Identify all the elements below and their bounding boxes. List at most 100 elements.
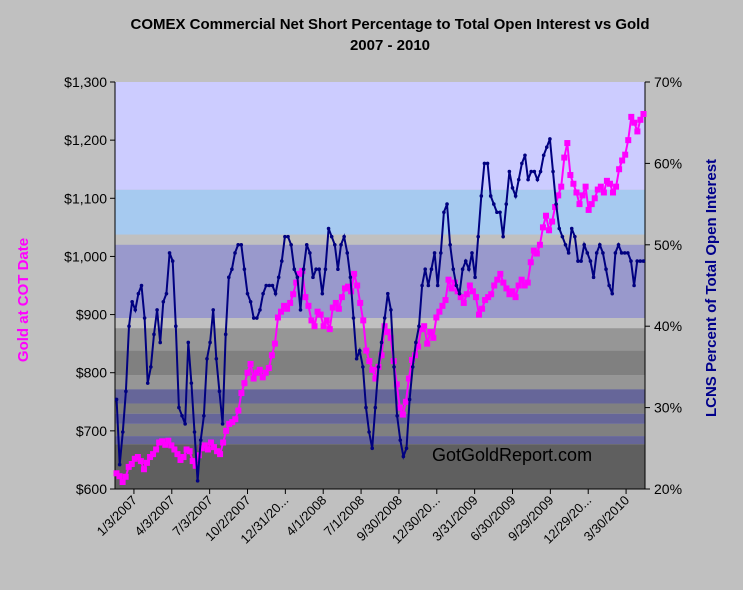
gold-price-point <box>500 279 507 286</box>
left-tick-label: $1,200 <box>64 132 107 148</box>
gold-price-point <box>546 227 553 234</box>
lcns-percent-point <box>283 234 287 239</box>
lcns-percent-point <box>164 291 169 296</box>
left-tick-label: $700 <box>76 423 107 439</box>
gold-price-point <box>235 407 242 414</box>
lcns-percent-point <box>404 446 409 451</box>
gold-price-point <box>165 437 172 444</box>
lcns-percent-point <box>392 365 396 369</box>
gold-price-point <box>610 189 617 196</box>
lcns-percent-point <box>345 251 350 255</box>
gold-price-point <box>585 206 592 213</box>
gold-price-point <box>226 420 233 427</box>
lcns-percent-point <box>133 308 138 312</box>
gold-price-point <box>159 438 166 445</box>
gold-price-point <box>469 288 476 295</box>
left-tick-label: $1,000 <box>64 248 107 264</box>
gold-price-point <box>220 439 227 446</box>
lcns-percent-point <box>457 291 462 296</box>
left-tick-label: $900 <box>76 307 107 323</box>
lcns-percent-point <box>467 267 471 272</box>
gold-price-point <box>451 279 458 286</box>
gold-price-point <box>189 458 196 465</box>
left-tick-label: $600 <box>76 481 107 497</box>
lcns-percent-point <box>301 267 306 272</box>
gold-price-point <box>317 311 324 318</box>
lcns-percent-point <box>619 251 624 255</box>
lcns-percent-point <box>557 226 562 231</box>
lcns-percent-point <box>124 389 128 394</box>
lcns-percent-point <box>292 267 297 272</box>
gold-price-point <box>424 340 431 347</box>
gold-price-point <box>427 329 434 336</box>
background-band <box>115 444 645 489</box>
lcns-percent-point <box>339 243 343 247</box>
lcns-percent-point <box>526 177 530 182</box>
gold-price-point <box>582 183 589 190</box>
gold-price-point <box>338 294 345 301</box>
gold-price-point <box>384 329 391 336</box>
gold-price-point <box>576 201 583 208</box>
lcns-percent-point <box>591 275 596 280</box>
lcns-percent-point <box>223 332 228 337</box>
lcns-percent-point <box>501 234 505 239</box>
lcns-percent-point <box>314 267 318 272</box>
gold-price-point <box>207 439 214 446</box>
gold-price-point <box>308 317 315 324</box>
lcns-percent-point <box>255 316 259 320</box>
gold-price-point <box>357 299 364 306</box>
lcns-percent-point <box>504 202 509 206</box>
gold-price-point <box>198 445 205 452</box>
gold-price-point <box>241 380 248 387</box>
lcns-percent-point <box>364 405 368 410</box>
lcns-percent-point <box>438 251 443 255</box>
gold-price-point <box>180 454 187 461</box>
lcns-percent-point <box>192 430 197 434</box>
gold-price-point <box>162 441 169 448</box>
lcns-percent-point <box>130 299 134 304</box>
left-tick-label: $1,300 <box>64 74 107 90</box>
lcns-percent-point <box>167 251 172 255</box>
lcns-percent-point <box>214 356 219 361</box>
gold-price-point <box>214 448 221 455</box>
lcns-percent-point <box>638 259 643 263</box>
gold-price-point <box>408 356 415 363</box>
lcns-percent-point <box>470 251 474 255</box>
lcns-percent-point <box>258 308 262 312</box>
lcns-percent-point <box>607 283 611 288</box>
gold-price-point <box>555 192 562 199</box>
gold-price-point <box>594 186 601 193</box>
gold-price-point <box>482 297 489 304</box>
gold-price-point <box>619 157 626 164</box>
gold-price-point <box>143 459 150 466</box>
lcns-percent-point <box>476 234 481 239</box>
lcns-percent-point <box>641 259 646 263</box>
lcns-percent-point <box>507 169 512 174</box>
lcns-percent-point <box>289 243 293 247</box>
lcns-percent-point <box>323 267 328 272</box>
background-band <box>115 389 645 404</box>
lcns-percent-point <box>610 291 615 296</box>
right-tick-label: 20% <box>654 481 682 497</box>
gold-price-point <box>134 454 141 461</box>
gold-price-point <box>606 180 613 187</box>
gold-price-point <box>287 299 294 306</box>
gold-price-point <box>332 299 339 306</box>
chart-subtitle: 2007 - 2010 <box>350 37 430 54</box>
gold-price-point <box>323 317 330 324</box>
gold-price-point <box>436 308 443 315</box>
lcns-percent-point <box>195 479 200 483</box>
gold-price-point <box>539 224 546 231</box>
lcns-percent-point <box>155 308 159 312</box>
gold-price-point <box>405 375 412 382</box>
gold-price-point <box>622 151 629 158</box>
gold-price-point <box>128 460 135 467</box>
gold-price-point <box>177 456 184 463</box>
lcns-percent-point <box>317 267 322 272</box>
gold-price-point <box>281 302 288 309</box>
gold-price-point <box>579 192 586 199</box>
gold-price-point <box>509 288 516 295</box>
gold-price-point <box>491 282 498 289</box>
lcns-percent-point <box>220 422 225 426</box>
background-band <box>115 423 645 437</box>
